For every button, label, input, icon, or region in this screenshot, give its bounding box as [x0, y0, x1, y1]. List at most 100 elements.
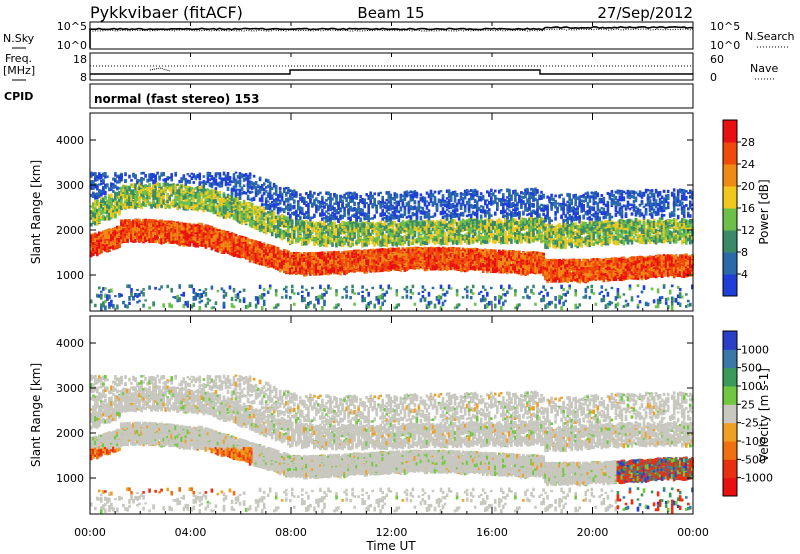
power-cell: [114, 214, 117, 219]
power-cell: [275, 292, 278, 296]
power-cell: [178, 297, 181, 301]
power-cell: [130, 288, 133, 291]
power-cell: [261, 306, 264, 310]
power-cell: [259, 285, 262, 289]
freq-tick-top: 18: [73, 53, 87, 66]
power-cell: [164, 190, 167, 193]
power-cell: [162, 303, 165, 307]
power-cell: [104, 197, 107, 199]
power-cell: [239, 180, 242, 185]
power-cell: [174, 172, 177, 174]
power-cell: [106, 175, 109, 178]
power-cell: [227, 187, 230, 191]
power-cell: [273, 212, 276, 217]
nsearch-tick-bottom: 10^0: [710, 39, 740, 52]
power-cell: [249, 172, 252, 175]
power-cell: [183, 174, 186, 177]
power-cell: [170, 177, 173, 181]
power-cell: [148, 183, 151, 187]
power-cell: [215, 301, 218, 305]
power-cell: [199, 173, 202, 178]
power-cell: [277, 303, 280, 306]
power-cell: [263, 182, 266, 186]
power-cell: [166, 285, 169, 289]
power-cell: [209, 299, 212, 301]
date-title: 27/Sep/2012: [597, 4, 693, 22]
power-cell: [154, 287, 157, 290]
power-cell: [235, 299, 238, 302]
power-cell: [235, 172, 238, 174]
power-cell: [245, 173, 248, 175]
power-cell: [178, 284, 181, 286]
power-cell: [104, 287, 107, 289]
power-cell: [104, 191, 107, 195]
power-cell: [237, 296, 240, 299]
freq-unit: [MHz]: [3, 64, 35, 77]
power-cell: [263, 293, 266, 297]
power-cell: [211, 286, 214, 290]
power-cell: [199, 289, 202, 291]
freq-tick-bottom: 8: [80, 71, 87, 84]
power-cell: [217, 290, 220, 292]
power-cell: [247, 195, 250, 199]
power-cell: [269, 287, 272, 290]
power-cell: [152, 303, 155, 306]
power-cell: [130, 179, 133, 182]
power-cell: [136, 289, 139, 291]
power-cell: [263, 288, 266, 291]
power-cell: [251, 191, 254, 193]
nave-label: Nave: [750, 62, 778, 75]
power-cell: [102, 180, 105, 183]
power-cell: [257, 300, 260, 305]
power-cell: [275, 289, 278, 292]
power-cell: [160, 205, 163, 208]
power-cell: [249, 302, 252, 307]
freq-blip: [150, 68, 170, 71]
beam-title: Beam 15: [357, 4, 424, 22]
power-cell: [124, 174, 127, 176]
cpid-panel: CPID normal (fast stereo) 153: [4, 84, 693, 108]
power-cell: [267, 291, 270, 295]
power-cell: [170, 288, 173, 293]
nsky-panel: N.Sky 10^5 10^0 10^5 10^0 N.Search: [3, 20, 795, 52]
power-cell: [227, 172, 230, 176]
power-cell: [189, 180, 192, 184]
power-cell: [245, 222, 248, 224]
power-cell: [110, 289, 113, 293]
power-cell: [128, 302, 131, 305]
power-cell: [126, 305, 129, 308]
power-cell: [124, 179, 127, 183]
power-cell: [191, 284, 194, 288]
freq-trace: [90, 70, 693, 74]
station-title: Pykkvibaer (fitACF): [90, 3, 243, 22]
power-cell: [233, 305, 236, 308]
power-cell: [110, 300, 113, 303]
power-cell: [138, 300, 141, 303]
power-cell: [239, 291, 242, 293]
power-cell: [154, 174, 157, 178]
nsky-label: N.Sky: [3, 32, 35, 45]
power-cell: [193, 181, 196, 184]
power-cell: [128, 284, 131, 288]
power-cell: [114, 172, 117, 175]
power-cell: [148, 306, 151, 309]
power-cell: [243, 184, 246, 187]
nave-tick-bottom: 0: [710, 71, 717, 84]
power-cell: [241, 187, 244, 191]
power-cell: [122, 301, 125, 305]
power-cell: [128, 175, 131, 179]
power-cell: [231, 192, 234, 195]
power-cell: [233, 288, 236, 293]
power-cell: [249, 177, 252, 180]
power-cell: [225, 292, 228, 297]
power-cell: [205, 288, 208, 291]
power-cell: [201, 300, 204, 303]
power-cell: [106, 183, 109, 187]
power-cell: [100, 291, 103, 293]
nsky-frame: [90, 22, 693, 49]
power-cell: [168, 196, 171, 200]
power-cell: [116, 305, 119, 310]
power-cell: [239, 195, 242, 200]
power-cell: [187, 301, 190, 305]
